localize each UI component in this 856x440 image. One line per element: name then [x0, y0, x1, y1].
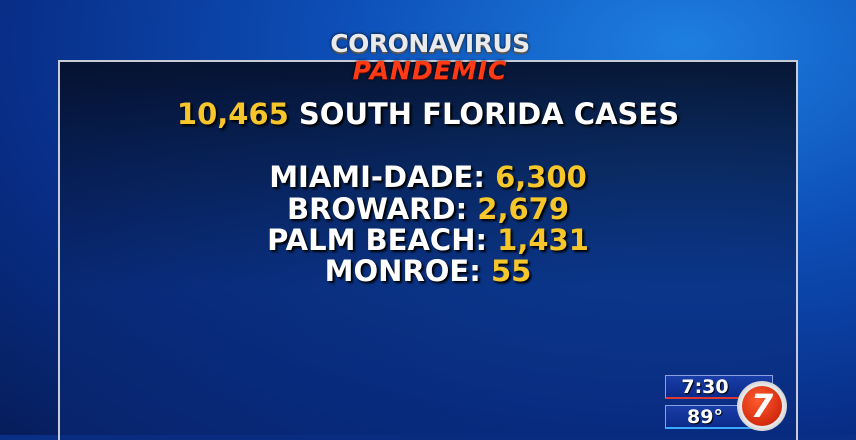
- coronavirus-pandemic-logo: CORONAVIRUS PANDEMIC: [300, 30, 560, 84]
- county-name: PALM BEACH:: [267, 223, 488, 257]
- logo-line1: CORONAVIRUS: [330, 29, 530, 58]
- headline: 10,465 SOUTH FLORIDA CASES: [0, 97, 856, 131]
- county-cases: 6,300: [495, 160, 587, 194]
- county-row: MONROE: 55: [0, 254, 856, 288]
- channel-7-logo-icon: 7: [737, 381, 787, 431]
- total-cases: 10,465: [176, 97, 289, 131]
- county-name: MONROE:: [324, 254, 481, 288]
- county-name: MIAMI-DADE:: [269, 160, 485, 194]
- county-row: PALM BEACH: 1,431: [0, 223, 856, 257]
- logo-line2: PANDEMIC: [352, 56, 508, 85]
- county-cases: 55: [490, 254, 532, 288]
- county-row: BROWARD: 2,679: [0, 192, 856, 226]
- county-cases: 2,679: [477, 192, 570, 226]
- county-cases: 1,431: [497, 223, 589, 257]
- county-row: MIAMI-DADE: 6,300: [0, 160, 856, 194]
- county-name: BROWARD:: [286, 192, 468, 226]
- channel-number: 7: [742, 386, 782, 426]
- headline-label: SOUTH FLORIDA CASES: [298, 97, 680, 131]
